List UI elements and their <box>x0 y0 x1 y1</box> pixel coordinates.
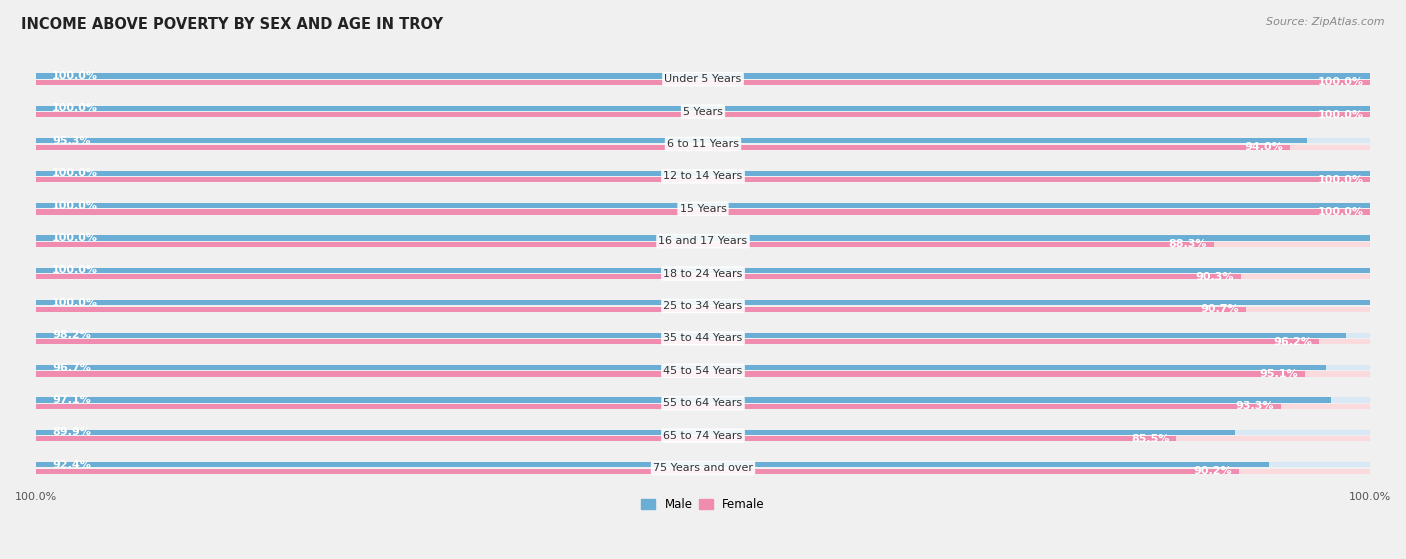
Text: 97.1%: 97.1% <box>52 395 91 405</box>
Bar <box>37 268 1369 273</box>
Text: 25 to 34 Years: 25 to 34 Years <box>664 301 742 311</box>
Bar <box>37 73 1369 78</box>
Bar <box>37 112 1369 117</box>
Bar <box>37 372 1305 377</box>
Text: 100.0%: 100.0% <box>52 298 98 308</box>
Text: 92.4%: 92.4% <box>52 460 91 470</box>
Text: Source: ZipAtlas.com: Source: ZipAtlas.com <box>1267 17 1385 27</box>
Text: 88.3%: 88.3% <box>1168 239 1208 249</box>
Text: 6 to 11 Years: 6 to 11 Years <box>666 139 740 149</box>
Text: 5 Years: 5 Years <box>683 107 723 117</box>
Bar <box>37 170 1369 176</box>
Text: 93.3%: 93.3% <box>1236 401 1274 411</box>
Text: 100.0%: 100.0% <box>52 71 98 81</box>
Bar <box>37 138 1369 143</box>
Bar <box>37 177 1369 182</box>
Bar <box>37 203 1369 208</box>
Bar <box>37 145 1289 150</box>
Bar <box>37 300 1369 305</box>
Text: 89.9%: 89.9% <box>52 428 91 438</box>
Text: 16 and 17 Years: 16 and 17 Years <box>658 236 748 246</box>
Bar <box>37 170 1369 176</box>
Bar <box>37 372 1369 377</box>
Bar <box>37 274 1369 280</box>
Bar <box>37 203 1369 208</box>
Text: 18 to 24 Years: 18 to 24 Years <box>664 269 742 278</box>
Text: 85.5%: 85.5% <box>1132 434 1170 444</box>
Text: 100.0%: 100.0% <box>52 266 98 276</box>
Bar <box>37 106 1369 111</box>
Text: 98.2%: 98.2% <box>52 330 91 340</box>
Bar <box>37 145 1369 150</box>
Text: 96.2%: 96.2% <box>1274 337 1313 347</box>
Text: 100.0%: 100.0% <box>1317 110 1364 120</box>
Bar <box>37 462 1369 467</box>
Text: 90.7%: 90.7% <box>1201 304 1239 314</box>
Bar <box>37 333 1346 338</box>
Bar <box>37 339 1369 344</box>
Text: 100.0%: 100.0% <box>52 233 98 243</box>
Text: 45 to 54 Years: 45 to 54 Years <box>664 366 742 376</box>
Text: 100.0%: 100.0% <box>1317 207 1364 217</box>
Bar <box>37 397 1369 402</box>
Bar <box>37 307 1246 312</box>
Bar <box>37 242 1213 247</box>
Bar <box>37 177 1369 182</box>
Bar <box>37 468 1239 474</box>
Text: 100.0%: 100.0% <box>1317 77 1364 87</box>
Bar <box>37 365 1369 370</box>
Text: INCOME ABOVE POVERTY BY SEX AND AGE IN TROY: INCOME ABOVE POVERTY BY SEX AND AGE IN T… <box>21 17 443 32</box>
Bar <box>37 242 1369 247</box>
Bar <box>37 235 1369 240</box>
Bar <box>37 274 1240 280</box>
Text: Under 5 Years: Under 5 Years <box>665 74 741 84</box>
Bar <box>37 300 1369 305</box>
Bar <box>37 138 1308 143</box>
Bar <box>37 437 1177 442</box>
Text: 100.0%: 100.0% <box>52 168 98 178</box>
Bar <box>37 73 1369 78</box>
Bar <box>37 430 1234 435</box>
Legend: Male, Female: Male, Female <box>637 494 769 516</box>
Text: 100.0%: 100.0% <box>52 201 98 211</box>
Bar <box>37 437 1369 442</box>
Text: 55 to 64 Years: 55 to 64 Years <box>664 398 742 408</box>
Text: 96.7%: 96.7% <box>52 363 91 373</box>
Bar <box>37 365 1326 370</box>
Bar <box>37 307 1369 312</box>
Text: 95.1%: 95.1% <box>1260 369 1298 379</box>
Bar <box>37 339 1319 344</box>
Text: 100.0%: 100.0% <box>1317 174 1364 184</box>
Bar <box>37 112 1369 117</box>
Text: 75 Years and over: 75 Years and over <box>652 463 754 473</box>
Bar <box>37 210 1369 215</box>
Bar <box>37 462 1268 467</box>
Bar <box>37 80 1369 85</box>
Text: 95.3%: 95.3% <box>52 136 90 146</box>
Text: 90.2%: 90.2% <box>1194 466 1233 476</box>
Bar <box>37 404 1369 409</box>
Text: 15 Years: 15 Years <box>679 204 727 214</box>
Text: 100.0%: 100.0% <box>52 103 98 113</box>
Text: 35 to 44 Years: 35 to 44 Years <box>664 333 742 343</box>
Bar <box>37 210 1369 215</box>
Bar <box>37 397 1331 402</box>
Text: 12 to 14 Years: 12 to 14 Years <box>664 172 742 181</box>
Bar <box>37 404 1281 409</box>
Text: 94.0%: 94.0% <box>1244 142 1284 152</box>
Text: 90.3%: 90.3% <box>1195 272 1234 282</box>
Bar <box>37 430 1369 435</box>
Bar <box>37 106 1369 111</box>
Bar <box>37 468 1369 474</box>
Bar <box>37 235 1369 240</box>
Bar <box>37 80 1369 85</box>
Bar <box>37 268 1369 273</box>
Bar <box>37 333 1369 338</box>
Text: 65 to 74 Years: 65 to 74 Years <box>664 430 742 440</box>
